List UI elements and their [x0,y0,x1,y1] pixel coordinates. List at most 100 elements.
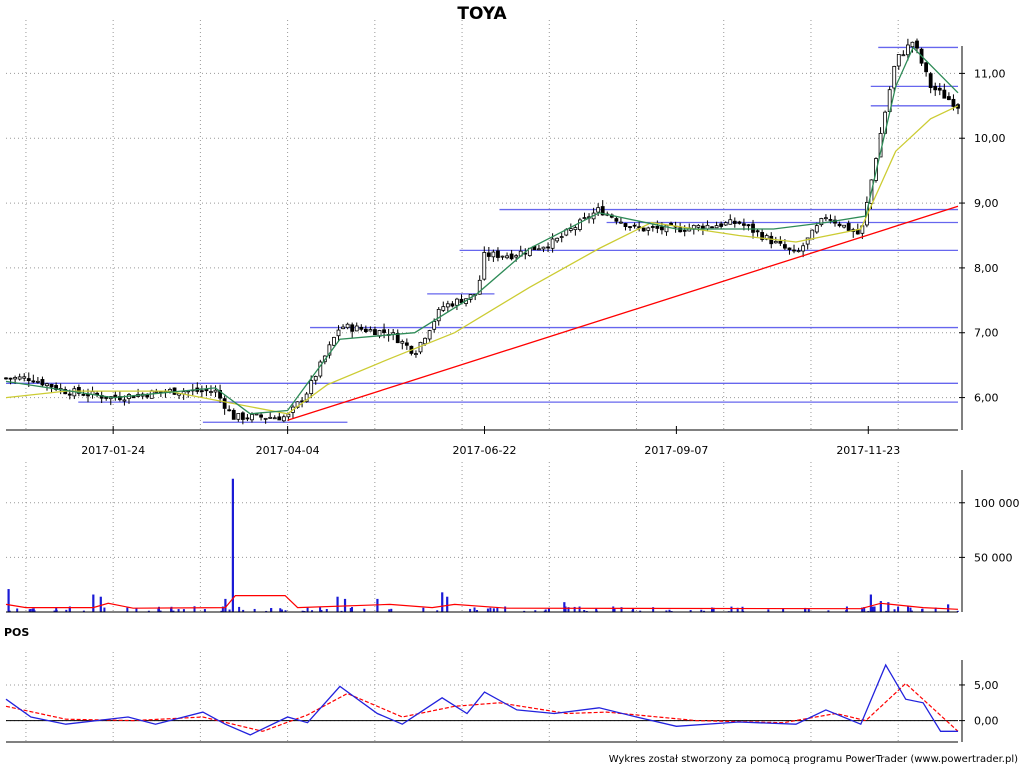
volume-bar [441,592,444,612]
candle-body [227,409,232,412]
candle-body [259,414,263,418]
candle-body [350,324,355,332]
volume-bar [33,610,36,612]
candle-body [45,383,49,387]
volume-bar [712,607,715,612]
candle-body [218,390,222,399]
y-tick-label: 5,00 [974,679,999,692]
moving-averages [5,46,959,415]
volume-bar [861,607,864,612]
candle-body [332,336,336,346]
volume-bar [620,607,623,612]
candle-body [363,328,368,333]
candle-body [250,414,254,421]
volume-bar [301,610,304,612]
volume-bar [103,607,106,612]
volume-bar [349,608,352,612]
candle-body [555,237,560,242]
volume-bar [279,608,282,612]
volume-bar [376,598,379,612]
candle-body [49,383,54,388]
candle-body [678,227,683,233]
volume-bar [228,609,231,612]
volume-bar [319,607,322,612]
candle-body [304,393,309,403]
volume-bar [238,606,241,612]
volume-bar [469,608,472,612]
volume-bar [32,608,35,612]
volume-bar [177,609,180,612]
volume-bar [147,610,150,612]
volume-bar [893,609,896,612]
credit-text: Wykres został stworzony za pomocą progra… [609,754,1018,765]
x-tick-label: 2017-04-04 [256,444,320,457]
y-tick-label: 50 000 [974,551,1013,564]
support-resistance-lines [6,46,958,423]
volume-bar [887,602,890,612]
candle-body [769,235,774,245]
candle-body [742,223,746,226]
candle-body [272,417,277,420]
volume-bar [170,607,173,612]
candle-body [746,224,751,227]
volume-bar [99,596,102,612]
candle-body [382,329,386,333]
volume-bar [422,607,425,612]
candle-body [441,306,446,311]
candle-body [199,390,204,393]
trend-line [287,205,959,421]
volume-bar [595,610,598,612]
candle-body [541,246,546,250]
candle-body [682,230,687,232]
price-axis: 6,00 7,00 8,00 9,00 10,00 11,00 2017-01-24 2017… [6,46,1006,457]
candle-body [641,227,646,232]
candle-body [432,321,437,330]
candle-body [313,376,318,381]
volume-bar [220,610,223,612]
candle-body [537,248,541,251]
candle-body [550,238,555,249]
volume-bar [613,608,616,612]
candle-body [951,98,956,107]
candle-body [445,303,450,308]
volume-bar [585,610,588,612]
volume-bar [504,606,507,612]
volume-bar [567,607,570,612]
candle-body [373,329,377,336]
candle-body [122,399,127,402]
candle-body [500,255,505,258]
candle-body [546,246,550,249]
candle-body [268,416,273,419]
volume-bar [157,606,160,612]
volume-bar [82,610,85,612]
candle-body [814,225,819,233]
candle-body [245,417,250,420]
pos-signal-line [5,682,959,732]
candle-body [213,389,218,393]
volume-bar [564,606,567,612]
volume-bar [909,607,912,612]
pos-lines [5,663,959,736]
volume-bar [476,610,479,612]
candle-body [491,251,496,258]
candle-body [81,393,86,396]
volume-bar [270,607,273,612]
candle-body [573,227,578,231]
volume-bar [873,606,876,612]
y-tick-label: 11,00 [974,67,1006,80]
pos-label: POS [4,626,29,639]
candle-body [600,206,605,216]
volume-bar [863,607,866,612]
candle-body [514,255,519,258]
volume-bar [55,609,58,612]
sma-short-line [5,46,959,415]
volume-bar [172,610,175,612]
candle-body [646,227,651,231]
candle-body [937,87,942,91]
volume-bar [92,594,95,612]
candle-body [427,330,432,340]
candle-body [277,416,282,421]
volume-bar [700,609,703,612]
candle-body [455,298,459,306]
candle-body [17,376,22,380]
